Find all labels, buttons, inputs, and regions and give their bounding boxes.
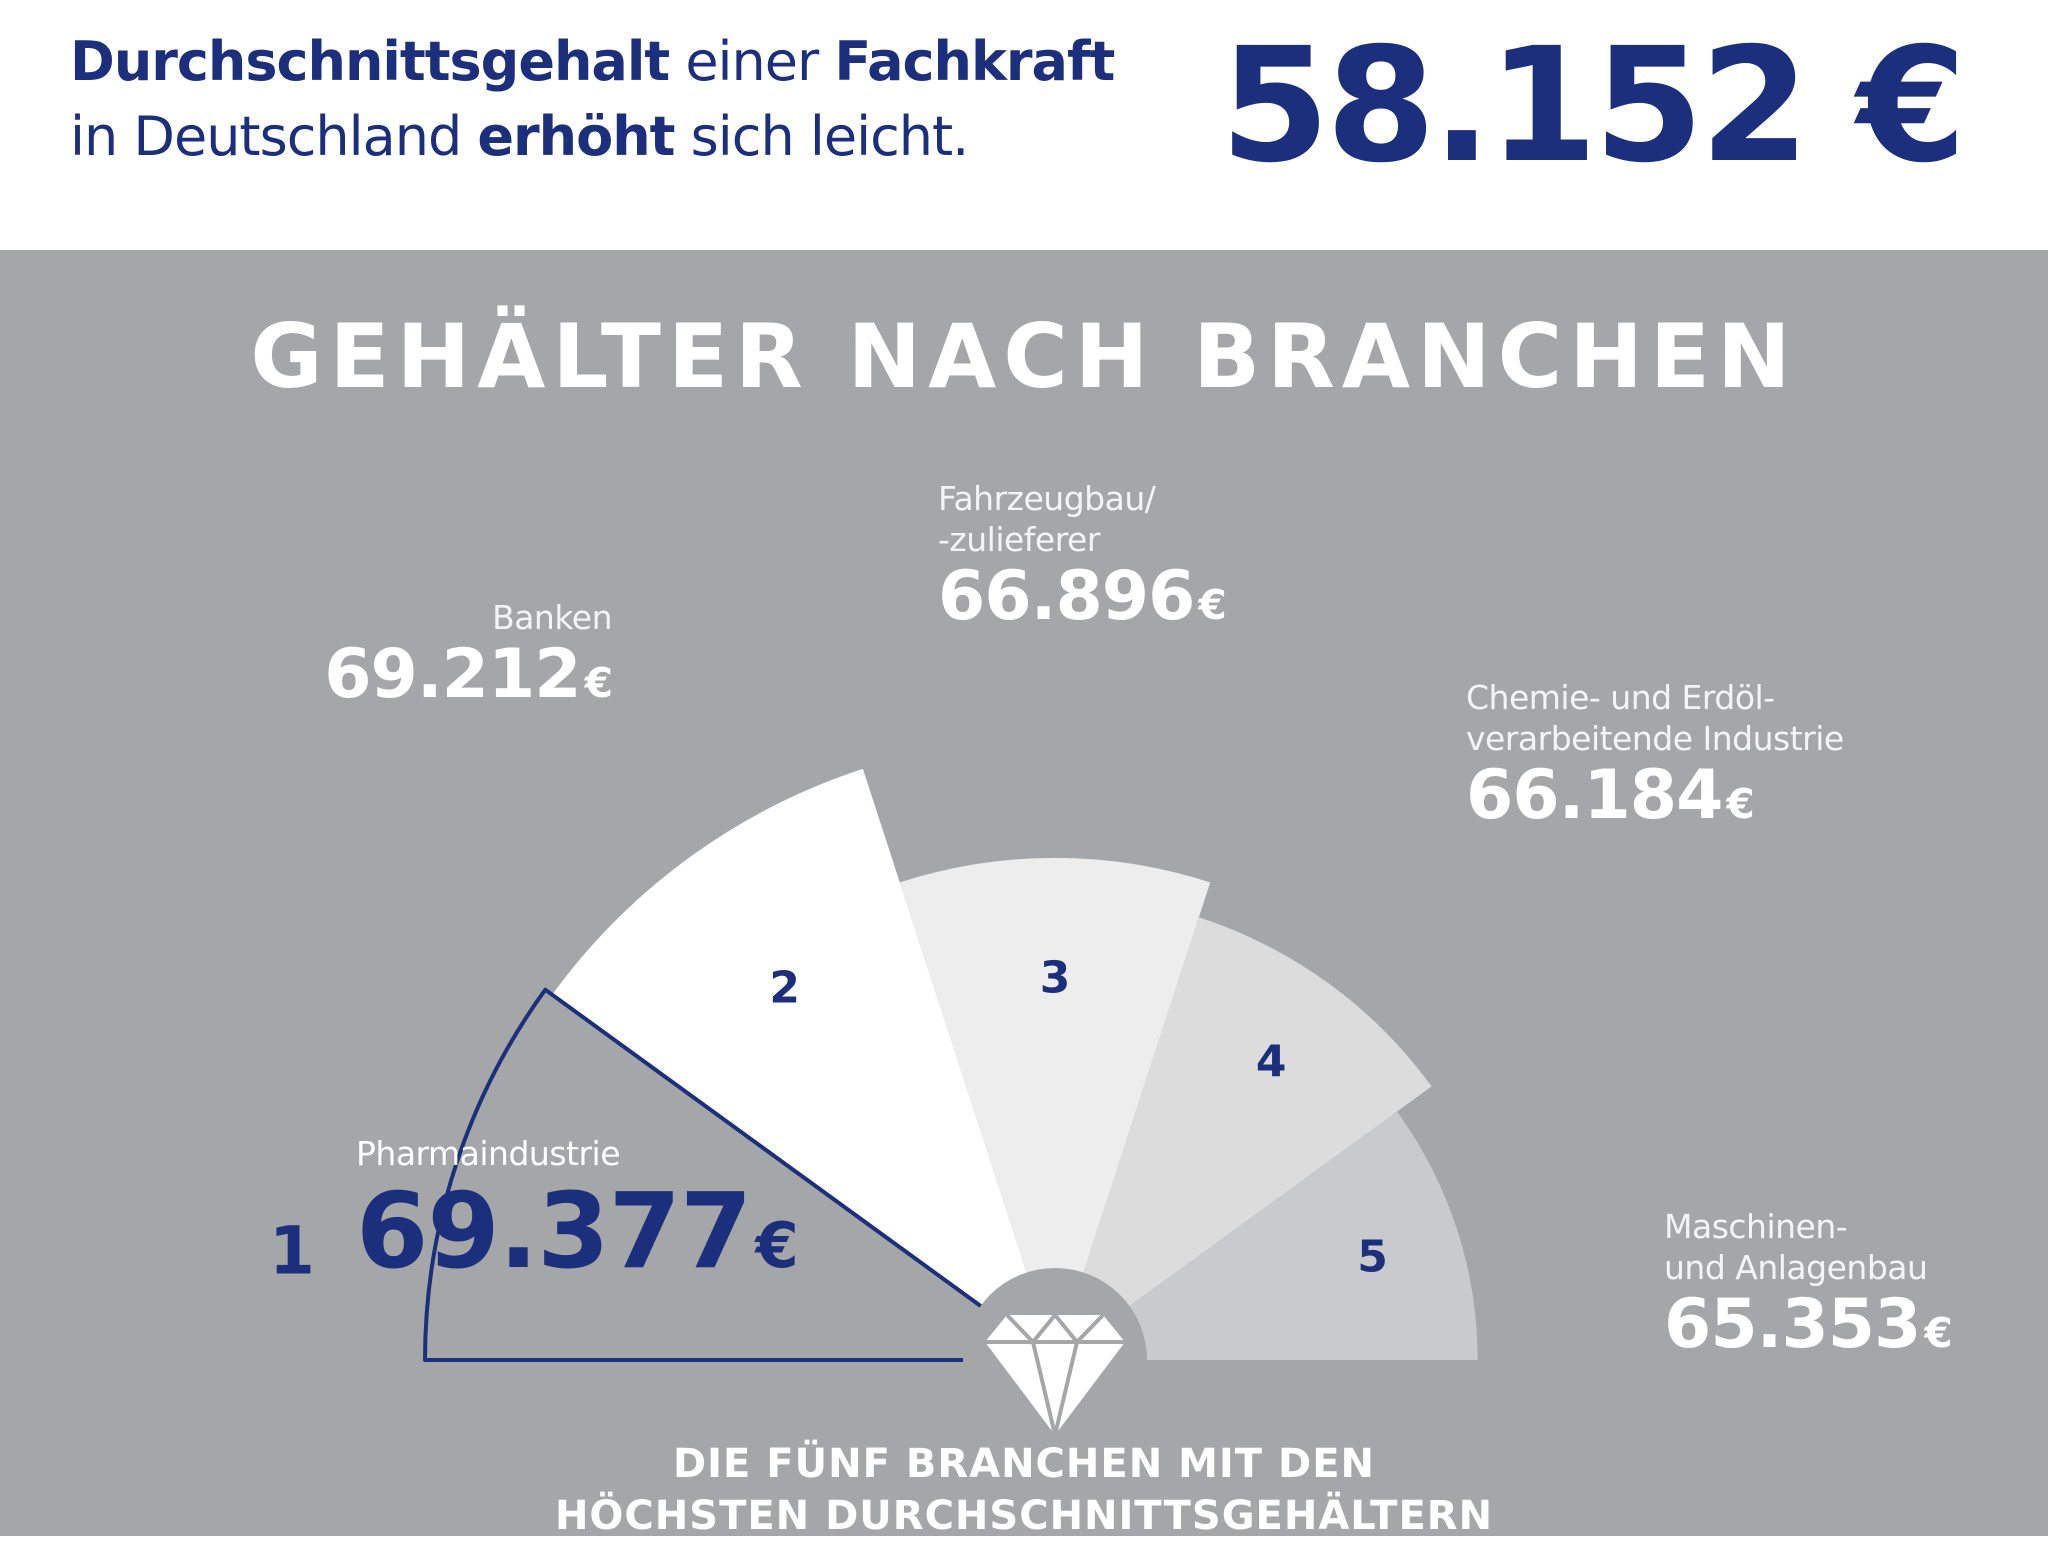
slice-label-3: Fahrzeugbau/-zulieferer 66.896€ <box>938 478 1227 636</box>
slice-value-3: 66.896€ <box>938 557 1227 636</box>
slice-value-unit-4: € <box>1726 780 1754 828</box>
diamond-icon <box>985 1311 1125 1436</box>
slice-label-1: Pharmaindustrie 69.377€ <box>356 1133 799 1288</box>
slice-value-number-2: 69.212 <box>324 635 581 714</box>
slice-name-4-line-1: Chemie- und Erdöl- <box>1466 678 1775 717</box>
headline-line-1-segment-3: Fachkraft <box>834 30 1115 93</box>
slice-name-2-line-1: Banken <box>492 598 612 637</box>
headline-line-1-segment-1: Durchschnittsgehalt <box>70 30 670 93</box>
slice-value-number-1: 69.377 <box>356 1170 752 1292</box>
slice-label-2: Banken 69.212€ <box>324 597 613 714</box>
slice-5 <box>1055 1111 1478 1360</box>
slice-value-unit-2: € <box>584 659 613 707</box>
fan-chart <box>423 768 1478 1452</box>
slice-label-4: Chemie- und Erdöl-verarbeitende Industri… <box>1466 677 1844 834</box>
average-salary: 58.152 € <box>1220 14 1967 198</box>
slice-value-unit-5: € <box>1924 1309 1952 1357</box>
slice-label-5: Maschinen-und Anlagenbau 65.353€ <box>1664 1206 1953 1364</box>
rank-number-3: 3 <box>1039 952 1071 1004</box>
slice-value-unit-1: € <box>755 1209 798 1282</box>
chart-panel: GEHÄLTER NACH BRANCHEN 1 Pharmaindustrie 6… <box>0 250 2048 1539</box>
chart-subtitle-line-2: HÖCHSTEN DURCHSCHNITTSGEHÄLTERN <box>554 1493 1494 1539</box>
slice-name-3-line-1: Fahrzeugbau/ <box>938 479 1156 518</box>
slice-value-number-3: 66.896 <box>938 557 1195 636</box>
headline-line-1: Durchschnittsgehalt einer Fachkraft <box>70 30 1115 93</box>
headline-line-2-segment-1: in Deutschland <box>70 105 478 168</box>
slice-4 <box>1055 917 1432 1360</box>
chart-subtitle-line-1: DIE FÜNF BRANCHEN MIT DEN <box>672 1441 1376 1487</box>
rank-number-2: 2 <box>769 962 800 1014</box>
slice-value-unit-3: € <box>1198 581 1226 629</box>
header: Durchschnittsgehalt einer Fachkraft in D… <box>0 0 2048 250</box>
headline-line-2-segment-3: sich leicht. <box>674 105 970 168</box>
slice-1 <box>423 987 1057 1362</box>
headline-line-1-segment-2: einer <box>669 30 835 93</box>
slice-value-1: 69.377€ <box>356 1174 799 1288</box>
slice-value-5: 65.353€ <box>1664 1285 1953 1364</box>
slice-name-5-line-2: und Anlagenbau <box>1664 1248 1928 1287</box>
chart-subtitle: DIE FÜNF BRANCHEN MIT DEN HÖCHSTEN DURCH… <box>0 1438 2048 1542</box>
slice-value-number-5: 65.353 <box>1664 1285 1921 1364</box>
slice-value-number-4: 66.184 <box>1466 756 1723 835</box>
headline-line-2: in Deutschland erhöht sich leicht. <box>70 105 970 168</box>
chart-title: GEHÄLTER NACH BRANCHEN <box>250 305 1798 408</box>
slice-value-4: 66.184€ <box>1466 756 1844 835</box>
rank-number-5: 5 <box>1357 1231 1388 1283</box>
slice-2 <box>552 768 1055 1360</box>
slice-name-1-line-1: Pharmaindustrie <box>356 1134 621 1173</box>
slice-name-3-line-2: -zulieferer <box>938 520 1100 559</box>
slice-value-2: 69.212€ <box>324 635 613 714</box>
headline-line-2-segment-2: erhöht <box>477 105 675 168</box>
slice-3 <box>899 857 1211 1360</box>
slice-name-5-line-1: Maschinen- <box>1664 1207 1848 1246</box>
slice-name-4-line-2: verarbeitende Industrie <box>1466 719 1844 758</box>
rank-number-1: 1 <box>268 1212 315 1290</box>
rank-number-4: 4 <box>1255 1036 1287 1088</box>
